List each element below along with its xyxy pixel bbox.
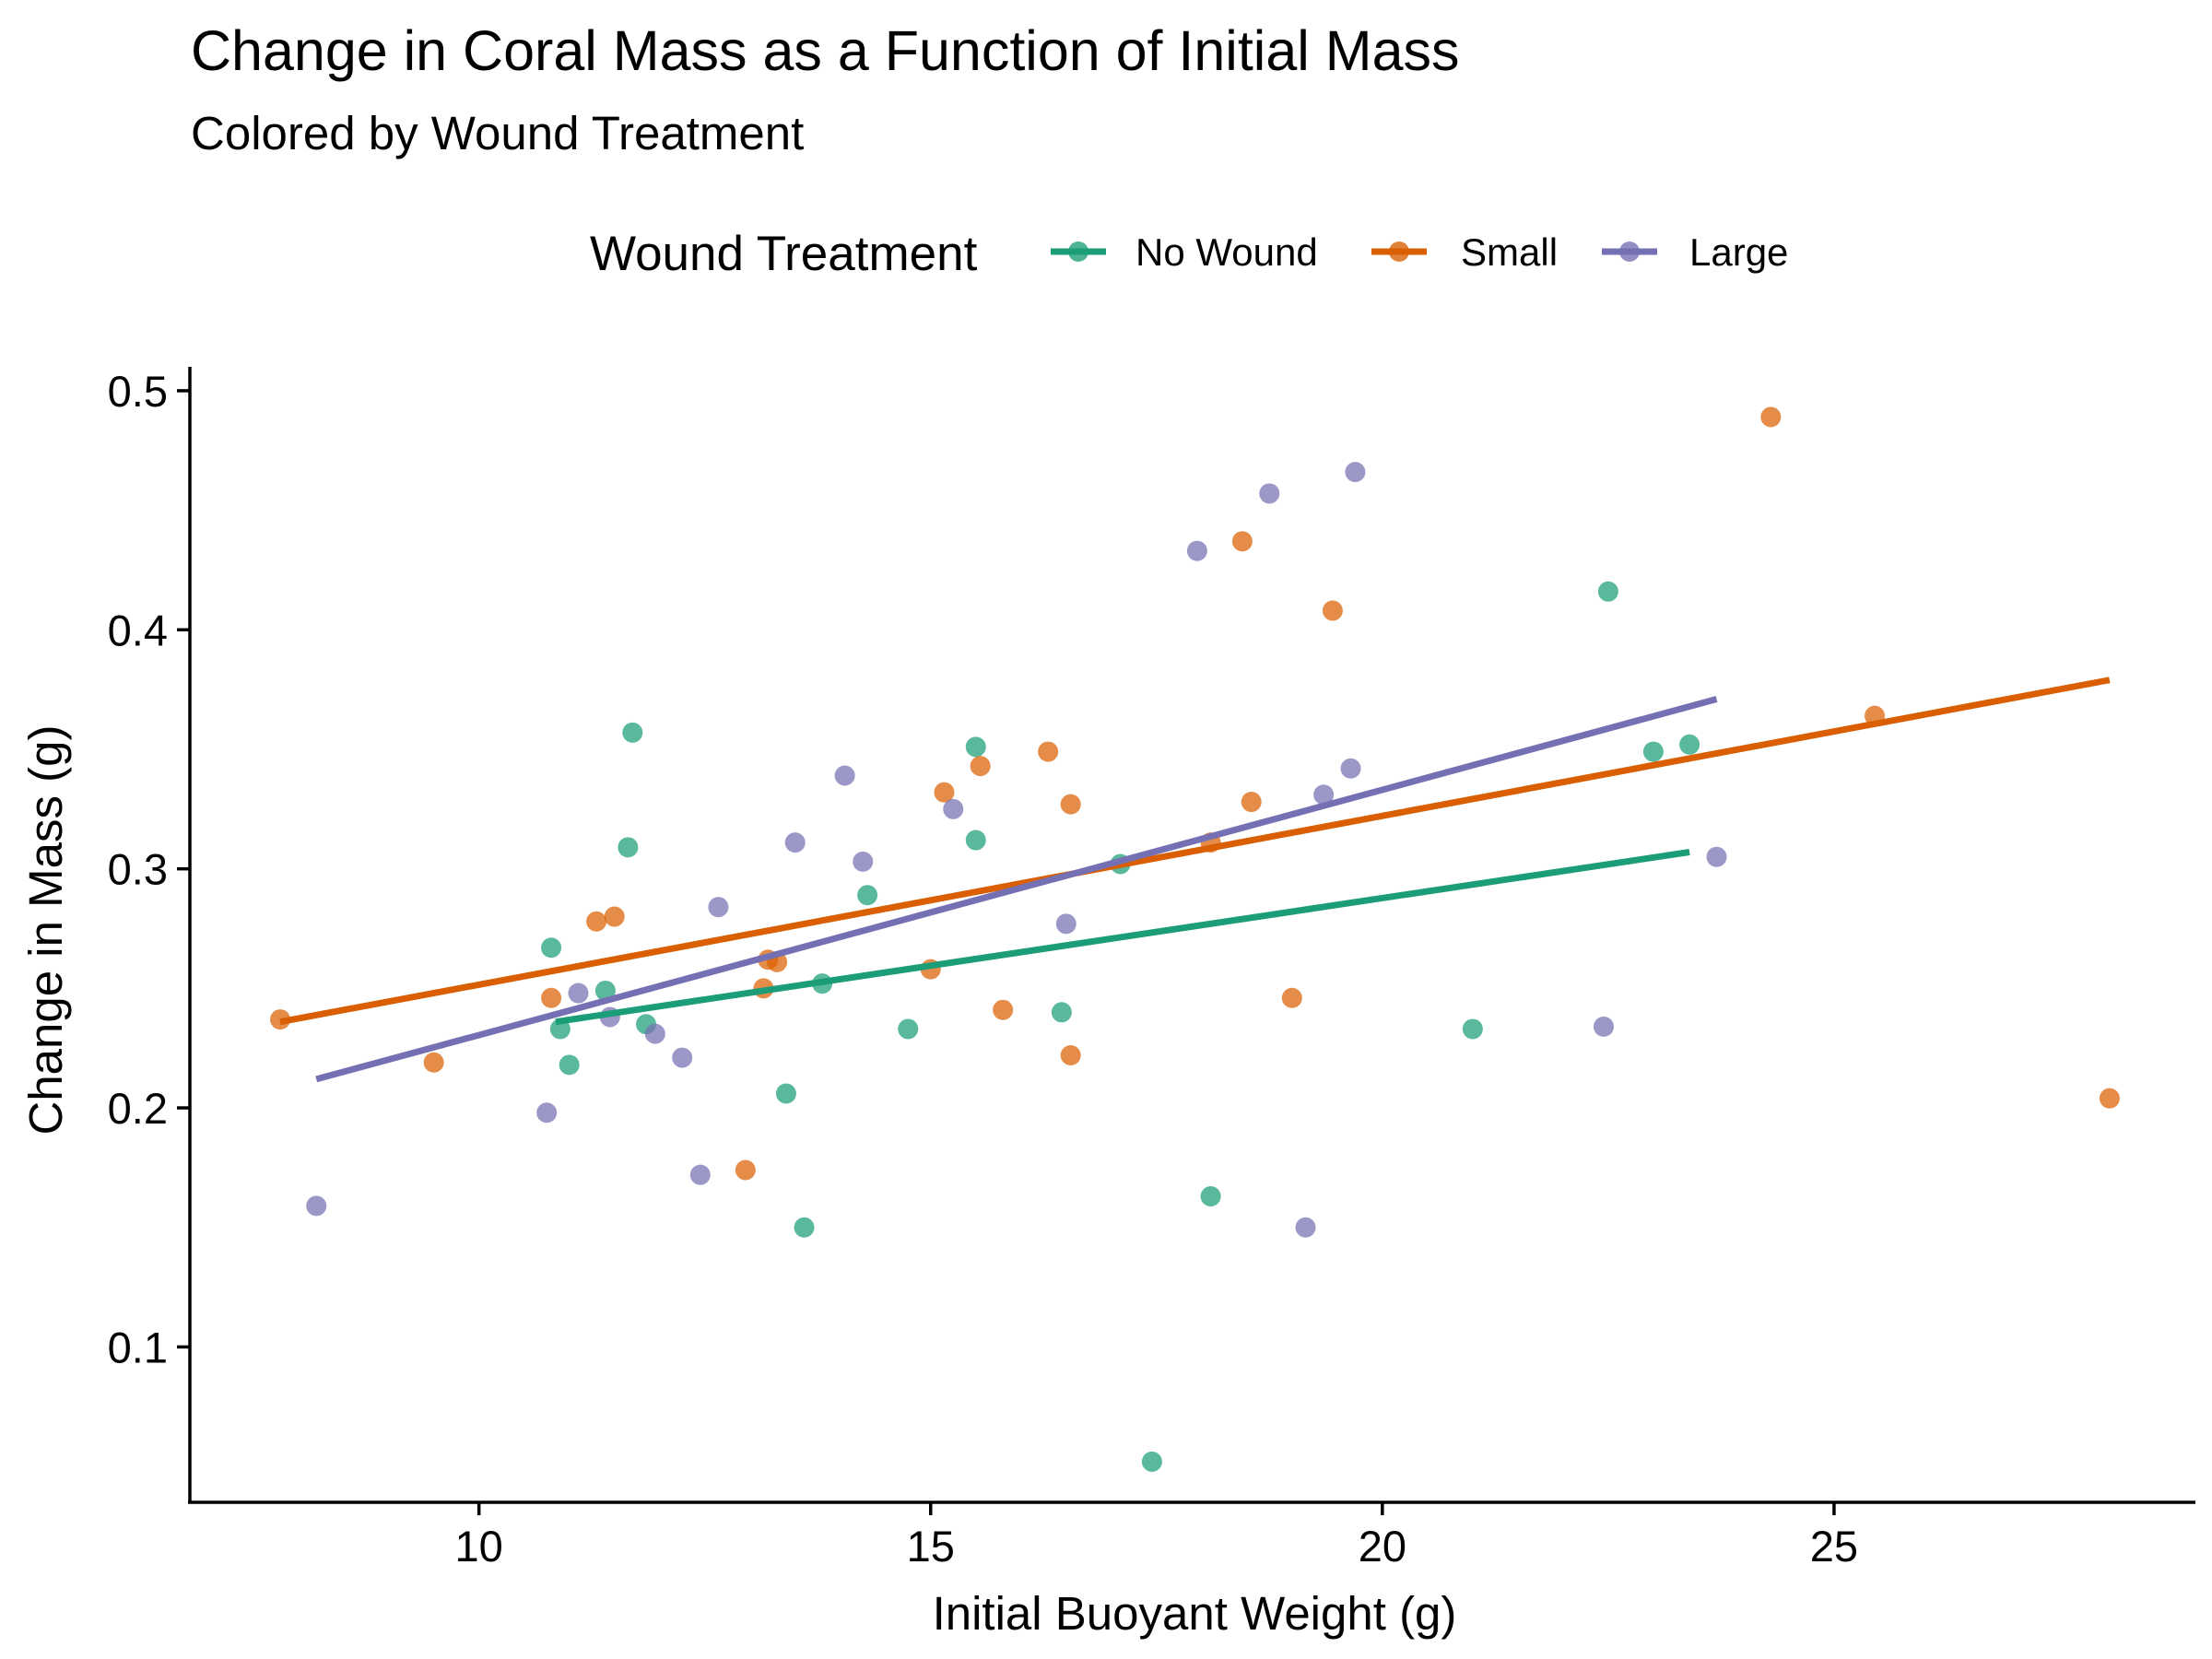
data-point [1679, 734, 1700, 755]
data-point [1055, 913, 1077, 935]
data-point [559, 1054, 580, 1076]
plot-area: 10 15 20 25 0.1 0.2 0.3 0.4 0.5 [108, 367, 2195, 1571]
data-point [970, 756, 991, 777]
data-point [993, 999, 1014, 1020]
data-point [1593, 1016, 1614, 1037]
data-point [1060, 1044, 1081, 1065]
data-point [568, 982, 589, 1004]
data-point [834, 765, 855, 786]
data-point [943, 798, 964, 819]
data-point [898, 1018, 919, 1040]
series-small [270, 406, 2120, 1181]
data-point [708, 897, 729, 918]
data-point [1051, 1002, 1072, 1023]
x-axis-title: Initial Buoyant Weight (g) [933, 1587, 1457, 1640]
x-tick-label: 15 [907, 1522, 955, 1571]
legend-title: Wound Treatment [590, 227, 978, 281]
y-tick-label: 0.2 [108, 1084, 168, 1133]
x-tick-label: 20 [1359, 1522, 1406, 1571]
data-point [423, 1052, 444, 1073]
trend-line-no-wound [555, 849, 1690, 1026]
data-point [549, 1018, 571, 1040]
y-tick-label: 0.4 [108, 606, 168, 654]
x-axis-ticks: 10 15 20 25 [455, 1502, 1858, 1571]
data-point [1200, 1186, 1221, 1207]
data-point [644, 1023, 665, 1044]
data-point [934, 782, 955, 803]
x-tick-label: 25 [1810, 1522, 1858, 1571]
series-no-wound [541, 581, 1700, 1472]
data-point [1345, 462, 1366, 483]
legend-item-no-wound: No Wound [1051, 230, 1318, 274]
data-point [1281, 987, 1302, 1008]
data-point [1231, 531, 1253, 552]
legend-label: Large [1689, 230, 1788, 274]
trend-line-small [279, 677, 2111, 1026]
data-point [1462, 1018, 1483, 1040]
data-point [1706, 846, 1727, 867]
y-tick-label: 0.1 [108, 1323, 168, 1371]
legend-key-dot [1068, 241, 1088, 262]
y-tick-label: 0.5 [108, 367, 168, 416]
data-point [1642, 741, 1664, 762]
data-point [794, 1217, 815, 1238]
data-point [622, 722, 643, 743]
data-point [853, 851, 874, 872]
data-point [541, 937, 562, 959]
y-axis-title: Change in Mass (g) [19, 724, 72, 1135]
data-point [784, 832, 806, 853]
data-point [541, 987, 562, 1008]
trend-line-large [315, 696, 1718, 1083]
legend-label: Small [1461, 230, 1558, 274]
legend-key-dot [1389, 241, 1409, 262]
data-point [306, 1195, 327, 1217]
data-point [1322, 600, 1343, 621]
data-point [965, 830, 986, 851]
data-point [1141, 1451, 1162, 1472]
data-point [775, 1083, 796, 1104]
chart-subtitle: Colored by Wound Treatment [191, 107, 804, 159]
data-point [536, 1102, 558, 1124]
data-point [594, 980, 616, 1001]
legend-item-small: Small [1371, 230, 1558, 274]
legend: Wound Treatment No Wound Small Large [590, 227, 1788, 281]
data-point [1060, 794, 1081, 815]
data-point [1186, 540, 1207, 561]
data-point [735, 1159, 756, 1181]
data-point [604, 906, 625, 927]
data-point [1760, 406, 1782, 428]
y-axis-ticks: 0.1 0.2 0.3 0.4 0.5 [108, 367, 190, 1371]
data-point [965, 736, 986, 758]
data-point [618, 837, 639, 858]
data-point [857, 885, 878, 906]
series-large [306, 462, 1727, 1238]
data-point [1597, 581, 1618, 602]
data-point [672, 1047, 693, 1068]
data-point [1313, 784, 1335, 806]
x-tick-label: 10 [455, 1522, 503, 1571]
data-point [1340, 758, 1361, 779]
data-point [1038, 741, 1059, 762]
chart-title: Change in Coral Mass as a Function of In… [191, 19, 1460, 82]
data-point [1295, 1217, 1316, 1238]
series-layer [270, 406, 2120, 1472]
legend-label: No Wound [1135, 230, 1318, 274]
data-point [2099, 1088, 2120, 1109]
legend-item-large: Large [1602, 230, 1788, 274]
data-point [689, 1164, 711, 1185]
data-point [586, 911, 607, 932]
data-point [1259, 483, 1280, 504]
data-point [1241, 792, 1262, 813]
y-tick-label: 0.3 [108, 845, 168, 894]
legend-key-dot [1619, 241, 1640, 262]
